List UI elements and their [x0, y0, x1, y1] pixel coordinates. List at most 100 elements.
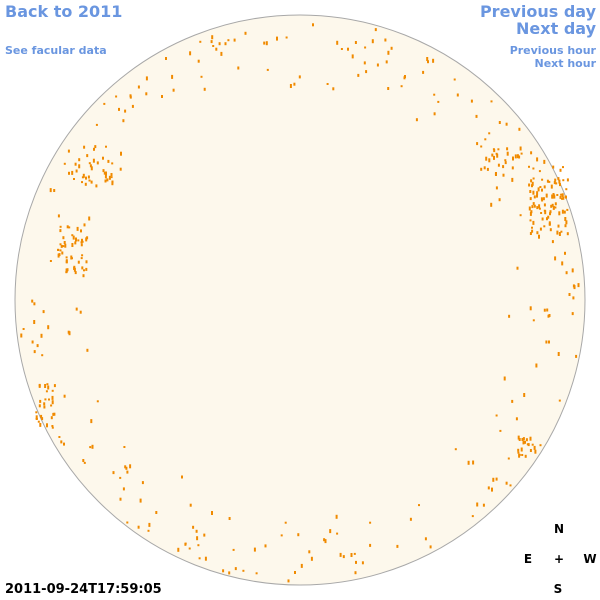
facula	[137, 525, 140, 529]
facula	[224, 42, 227, 46]
previous-hour-link[interactable]: Previous hour	[509, 44, 596, 57]
facula	[490, 202, 493, 207]
facula	[492, 477, 495, 482]
facula	[549, 228, 552, 232]
facula	[433, 112, 436, 116]
facula	[218, 42, 221, 46]
facula	[557, 224, 560, 228]
next-hour-link[interactable]: Next hour	[534, 57, 597, 70]
previous-day-link[interactable]: Previous day	[479, 2, 596, 21]
facula	[200, 75, 203, 78]
facula	[87, 175, 90, 179]
facula	[532, 319, 535, 322]
facula	[497, 148, 500, 151]
facula	[505, 122, 508, 126]
facula	[71, 234, 74, 237]
facula	[538, 204, 541, 209]
facula	[531, 205, 534, 209]
facula	[529, 306, 532, 311]
facula	[520, 152, 523, 155]
facula	[120, 151, 122, 156]
facula	[432, 58, 435, 63]
facula	[422, 70, 425, 74]
facula	[342, 555, 345, 559]
facula	[573, 285, 576, 290]
facula	[75, 307, 78, 311]
facula	[509, 484, 512, 487]
facula	[215, 47, 218, 51]
facula	[227, 39, 230, 42]
facula	[65, 259, 68, 264]
facula	[514, 154, 517, 159]
facula	[103, 171, 106, 175]
facula	[181, 475, 183, 479]
facula	[155, 511, 158, 514]
facula	[67, 149, 70, 153]
facula	[76, 226, 79, 231]
facula	[530, 179, 533, 183]
facula	[95, 184, 98, 188]
facula	[522, 437, 525, 441]
facula	[560, 193, 563, 196]
facula	[480, 145, 483, 148]
facula	[528, 206, 531, 211]
facula	[529, 449, 532, 452]
facula	[487, 486, 490, 490]
facula	[527, 443, 530, 447]
facula	[42, 310, 45, 314]
facula	[493, 149, 496, 153]
facula	[535, 363, 538, 368]
facula	[63, 241, 66, 244]
facula	[561, 261, 564, 266]
facula	[454, 448, 457, 451]
compass-center: +	[553, 552, 565, 566]
facula	[212, 45, 215, 47]
facula	[35, 418, 38, 420]
facula	[195, 529, 198, 533]
facula	[498, 121, 501, 124]
facula	[484, 138, 487, 141]
facula	[85, 176, 87, 180]
next-day-link[interactable]: Next day	[516, 19, 596, 38]
facula	[148, 522, 151, 527]
facula	[294, 571, 296, 574]
facula	[126, 521, 129, 524]
facula	[197, 59, 200, 63]
facula	[326, 83, 329, 85]
facula	[560, 230, 563, 233]
facula	[536, 206, 539, 210]
facula	[71, 257, 73, 260]
facula	[197, 544, 200, 547]
facula	[540, 197, 543, 201]
facula	[541, 178, 544, 181]
facula	[74, 162, 77, 166]
facula	[110, 173, 113, 176]
facula	[511, 166, 514, 170]
facula	[105, 145, 107, 148]
facula	[44, 398, 47, 401]
facula	[551, 240, 554, 244]
facular-link[interactable]: See facular data	[5, 44, 107, 57]
facula	[429, 545, 432, 549]
facula	[492, 148, 495, 151]
facula	[88, 162, 91, 165]
facula	[568, 293, 571, 296]
facula	[529, 197, 532, 201]
facula	[384, 38, 387, 42]
back-link[interactable]: Back to 2011	[5, 2, 123, 21]
facula	[123, 446, 126, 448]
facula	[86, 236, 89, 240]
facula	[520, 447, 523, 452]
facula	[437, 100, 440, 103]
facula	[551, 194, 554, 199]
facula	[350, 553, 353, 557]
facula	[424, 537, 427, 541]
facula	[51, 400, 54, 405]
facula	[263, 41, 266, 45]
facula	[519, 146, 522, 151]
facula	[354, 41, 357, 44]
facula	[77, 239, 80, 242]
facula	[82, 274, 85, 278]
facula	[549, 210, 552, 214]
facula	[189, 503, 192, 507]
